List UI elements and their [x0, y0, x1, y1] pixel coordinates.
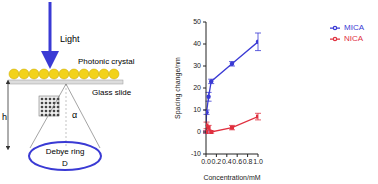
- svg-text:Concentration/mM: Concentration/mM: [203, 174, 260, 181]
- svg-text:0.6: 0.6: [232, 158, 242, 165]
- svg-text:20: 20: [193, 84, 201, 91]
- svg-text:30: 30: [193, 62, 201, 69]
- svg-text:Glass slide: Glass slide: [92, 88, 132, 97]
- svg-text:0.2: 0.2: [212, 158, 222, 165]
- svg-text:0: 0: [197, 128, 201, 135]
- svg-text:Light: Light: [60, 34, 80, 44]
- html-text:MICA: MICA: [344, 23, 364, 32]
- svg-text:1.0: 1.0: [253, 158, 263, 165]
- svg-text:10: 10: [193, 106, 201, 113]
- svg-text:Photonic crystal: Photonic crystal: [78, 57, 135, 66]
- svg-text:0.4: 0.4: [222, 158, 232, 165]
- svg-text:Debye ring: Debye ring: [46, 147, 85, 156]
- html-text:NICA: NICA: [344, 34, 364, 43]
- svg-text:D: D: [62, 159, 68, 168]
- svg-text:-10: -10: [191, 150, 201, 157]
- svg-text:α: α: [72, 110, 77, 120]
- svg-text:Spacing change/nm: Spacing change/nm: [174, 57, 182, 119]
- svg-text:50: 50: [193, 18, 201, 25]
- svg-text:40: 40: [193, 40, 201, 47]
- svg-text:0.8: 0.8: [243, 158, 253, 165]
- svg-text:0.0: 0.0: [201, 158, 211, 165]
